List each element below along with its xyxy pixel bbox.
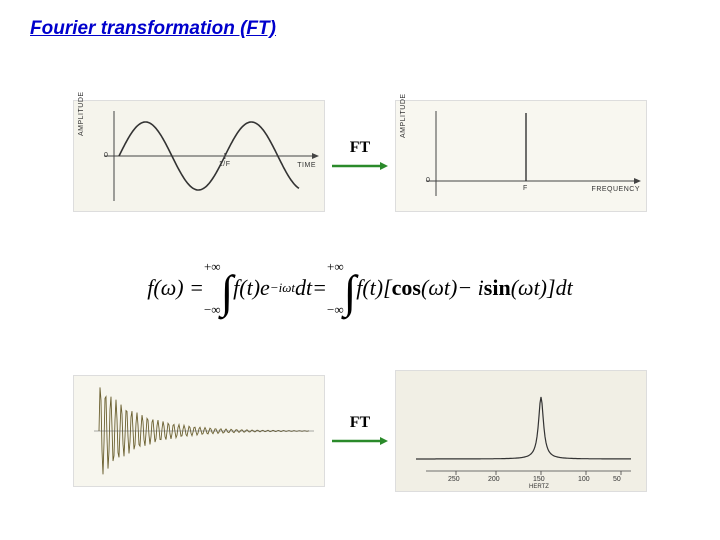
y-axis-label: AMPLITUDE — [400, 93, 407, 138]
row-time-to-freq: AMPLITUDE TIME 0 1/F FT AMPLITUDE FREQUE… — [0, 100, 720, 212]
row-fid-to-spectrum: FT 250 200 150 100 50 HERTZ — [0, 370, 720, 492]
nmr-peak-spectrum: 250 200 150 100 50 HERTZ — [395, 370, 647, 492]
fourier-integral-formula: f(ω) = +∞−∞∫f(t)e−iωtdt = +∞−∞∫f(t)[cos(… — [0, 260, 720, 316]
x-tick-label: 150 — [533, 476, 545, 483]
origin-label: 0 — [104, 152, 108, 159]
ft-label: FT — [350, 139, 370, 157]
fid-decay-chart — [73, 375, 325, 487]
origin-label: 0 — [426, 177, 430, 184]
ft-arrow-1: FT — [325, 139, 395, 173]
page-title: Fourier transformation (FT) — [30, 18, 276, 40]
period-tick-label: 1/F — [219, 161, 231, 168]
x-axis-label: TIME — [297, 162, 316, 169]
single-spike-spectrum: AMPLITUDE FREQUENCY 0 F — [395, 100, 647, 212]
sine-wave-chart: AMPLITUDE TIME 0 1/F — [73, 100, 325, 212]
x-tick-label: 50 — [613, 476, 621, 483]
x-tick-label: 200 — [488, 476, 500, 483]
freq-tick-label: F — [523, 185, 528, 192]
ft-label: FT — [350, 414, 370, 432]
x-axis-label: FREQUENCY — [592, 186, 640, 193]
x-tick-label: 100 — [578, 476, 590, 483]
x-tick-label: 250 — [448, 476, 460, 483]
ft-arrow-2: FT — [325, 414, 395, 448]
x-axis-label: HERTZ — [529, 484, 549, 490]
y-axis-label: AMPLITUDE — [78, 91, 85, 136]
